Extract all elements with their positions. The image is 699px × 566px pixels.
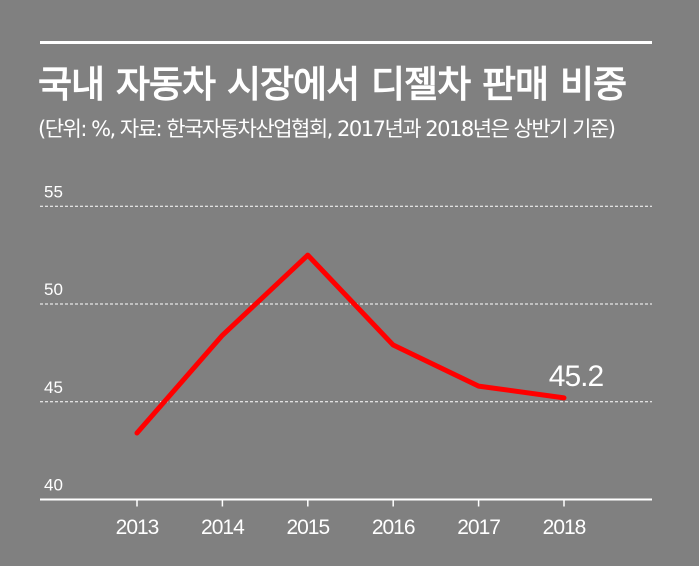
- x-tick-label: 2017: [457, 516, 500, 539]
- chart-subtitle: (단위: %, 자료: 한국자동차산업협회, 2017년과 2018년은 상반기…: [38, 117, 616, 141]
- y-tick-label: 55: [44, 182, 63, 201]
- title-rule: [40, 41, 652, 44]
- data-label: 45.2: [549, 360, 604, 393]
- x-tick-label: 2015: [286, 516, 329, 539]
- x-tick-label: 2014: [201, 516, 245, 539]
- x-tick-label: 2018: [543, 516, 586, 539]
- x-tick-label: 2013: [116, 516, 159, 539]
- data-series-line: [134, 252, 567, 436]
- y-tick-label: 45: [44, 378, 63, 397]
- y-tick-label: 50: [44, 280, 63, 299]
- y-tick-label: 40: [44, 476, 63, 495]
- x-tick-label: 2016: [372, 516, 415, 539]
- chart-title: 국내 자동차 시장에서 디젤차 판매 비중: [38, 63, 627, 106]
